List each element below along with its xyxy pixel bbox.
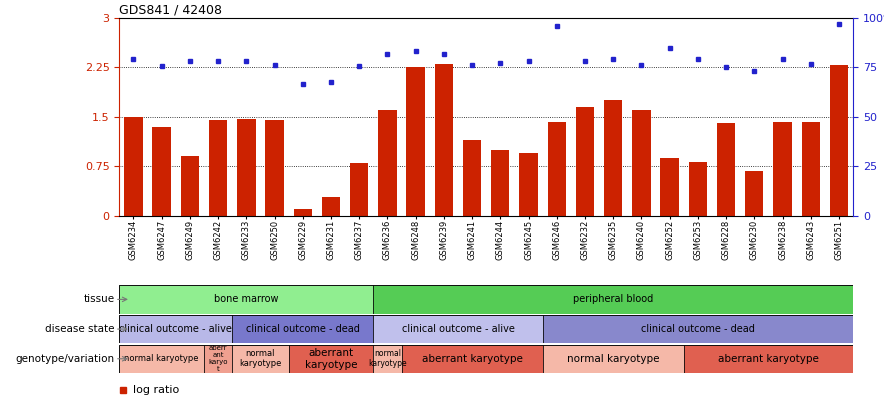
Bar bbox=[745, 171, 764, 216]
Text: normal
karyotype: normal karyotype bbox=[368, 349, 407, 368]
Bar bbox=[543, 345, 683, 373]
Bar bbox=[293, 209, 312, 216]
Text: clinical outcome - dead: clinical outcome - dead bbox=[641, 324, 755, 334]
Bar bbox=[209, 120, 227, 216]
Text: bone marrow: bone marrow bbox=[214, 294, 278, 305]
Text: aberr
ant
karyo
t: aberr ant karyo t bbox=[209, 345, 228, 372]
Bar bbox=[604, 100, 622, 216]
Bar bbox=[802, 122, 819, 216]
Bar bbox=[547, 122, 566, 216]
Bar bbox=[204, 345, 232, 373]
Bar bbox=[830, 65, 848, 216]
Text: aberrant karyotype: aberrant karyotype bbox=[422, 354, 522, 364]
Bar bbox=[119, 285, 373, 314]
Bar bbox=[543, 315, 853, 343]
Bar bbox=[407, 67, 425, 216]
Bar bbox=[119, 315, 232, 343]
Text: aberrant karyotype: aberrant karyotype bbox=[718, 354, 819, 364]
Bar bbox=[435, 64, 453, 216]
Text: normal karyotype: normal karyotype bbox=[125, 354, 199, 363]
Bar bbox=[520, 153, 537, 216]
Bar bbox=[232, 315, 373, 343]
Text: normal karyotype: normal karyotype bbox=[567, 354, 659, 364]
Bar bbox=[717, 124, 735, 216]
Bar bbox=[265, 120, 284, 216]
Bar bbox=[373, 285, 853, 314]
Bar bbox=[683, 345, 853, 373]
Bar bbox=[492, 150, 509, 216]
Bar bbox=[350, 163, 369, 216]
Bar bbox=[632, 110, 651, 216]
Text: GDS841 / 42408: GDS841 / 42408 bbox=[119, 4, 223, 17]
Text: genotype/variation: genotype/variation bbox=[16, 354, 115, 364]
Bar bbox=[373, 315, 543, 343]
Bar bbox=[289, 345, 373, 373]
Text: aberrant
karyotype: aberrant karyotype bbox=[305, 348, 357, 369]
Bar bbox=[689, 162, 707, 216]
Bar bbox=[237, 119, 255, 216]
Text: clinical outcome - alive: clinical outcome - alive bbox=[119, 324, 232, 334]
Text: disease state: disease state bbox=[45, 324, 115, 334]
Bar bbox=[180, 156, 199, 216]
Text: normal
karyotype: normal karyotype bbox=[240, 349, 282, 368]
Bar bbox=[660, 158, 679, 216]
Bar bbox=[463, 140, 481, 216]
Bar bbox=[119, 345, 204, 373]
Bar bbox=[378, 110, 397, 216]
Text: log ratio: log ratio bbox=[133, 385, 179, 395]
Bar bbox=[322, 197, 340, 216]
Bar bbox=[401, 345, 543, 373]
Text: tissue: tissue bbox=[84, 294, 115, 305]
Text: clinical outcome - dead: clinical outcome - dead bbox=[246, 324, 360, 334]
Text: peripheral blood: peripheral blood bbox=[573, 294, 653, 305]
Bar bbox=[575, 107, 594, 216]
Bar bbox=[774, 122, 792, 216]
Text: clinical outcome - alive: clinical outcome - alive bbox=[401, 324, 514, 334]
Bar bbox=[153, 127, 171, 216]
Bar bbox=[373, 345, 401, 373]
Bar bbox=[125, 117, 142, 216]
Bar bbox=[232, 345, 289, 373]
